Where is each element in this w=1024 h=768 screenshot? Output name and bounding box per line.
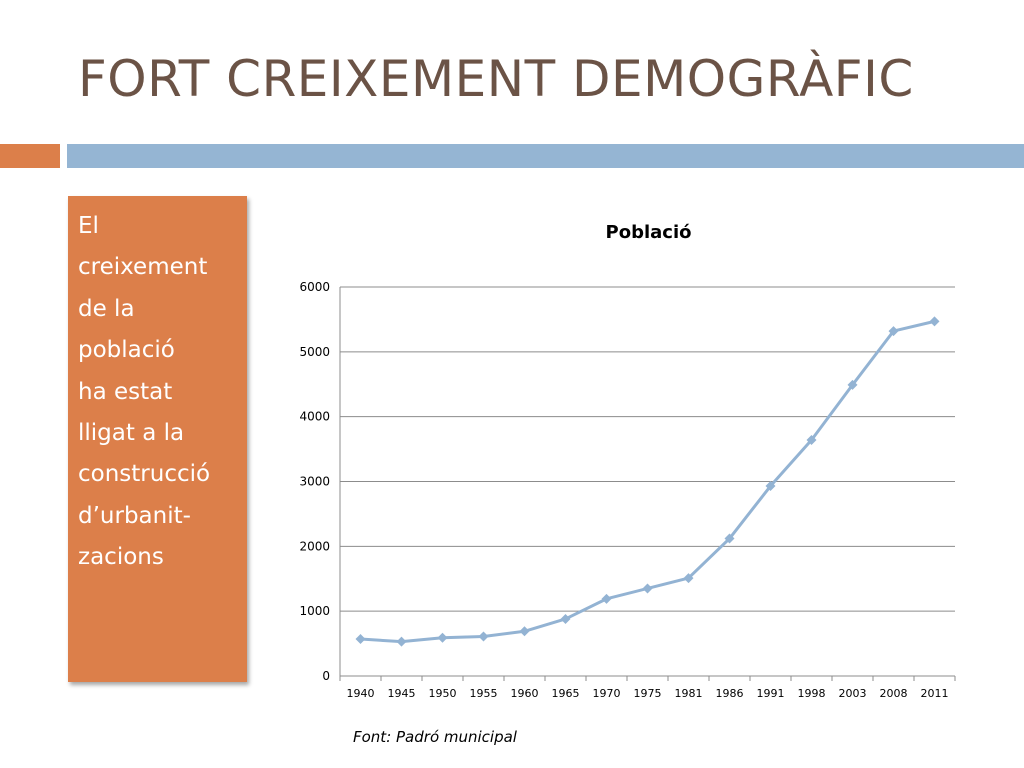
- accent-bar-orange: [0, 144, 60, 168]
- x-tick-label: 2003: [839, 687, 867, 700]
- side-text-line: El: [78, 213, 99, 239]
- x-tick-label: 1955: [470, 687, 498, 700]
- data-point-marker: [560, 613, 571, 624]
- y-tick-label: 4000: [299, 410, 330, 424]
- data-point-marker: [724, 533, 735, 544]
- side-text-line: ha estat: [78, 378, 173, 405]
- slide-title: FORT CREIXEMENT DEMOGRÀFIC: [78, 50, 914, 108]
- x-tick-label: 1940: [347, 687, 375, 700]
- side-text-line: construcció: [78, 461, 211, 488]
- y-tick-label: 3000: [299, 475, 330, 489]
- side-text-line: zacions: [78, 544, 164, 571]
- data-point-marker: [888, 326, 899, 337]
- x-tick-label: 1998: [798, 687, 826, 700]
- x-tick-label: 2011: [921, 687, 949, 700]
- x-tick-label: 1960: [511, 687, 539, 700]
- data-point-marker: [806, 435, 817, 446]
- population-line-chart: Població 0 1000 2000 3000 4000 5000 6000 1940 194…: [299, 222, 956, 700]
- side-text-line: de la: [78, 295, 135, 322]
- y-tick-label: 6000: [299, 280, 330, 294]
- y-tick-label: 2000: [299, 539, 330, 553]
- side-text-line: d’urbanit-: [78, 502, 191, 529]
- x-tick-label: 1970: [593, 687, 621, 700]
- y-tick-label: 5000: [299, 345, 330, 359]
- x-tick-label: 1991: [757, 687, 785, 700]
- side-text-line: creixement: [78, 254, 208, 281]
- x-tick-label: 1975: [634, 687, 662, 700]
- data-point-marker: [929, 316, 940, 327]
- x-tick-label: 1981: [675, 687, 703, 700]
- side-text-line: lligat a la: [78, 420, 185, 447]
- data-point-marker: [519, 626, 530, 637]
- x-tick-label: 2008: [880, 687, 908, 700]
- x-tick-label: 1945: [388, 687, 416, 700]
- x-tick-label: 1950: [429, 687, 457, 700]
- data-point-marker: [396, 636, 407, 647]
- accent-bar-blue: [67, 144, 1024, 168]
- data-point-marker: [847, 379, 858, 390]
- data-point-marker: [478, 631, 489, 642]
- side-text-box: El creixement de la població ha estat ll…: [68, 196, 247, 682]
- side-text-line: població: [78, 337, 175, 364]
- chart-title: Població: [606, 222, 692, 243]
- data-point-marker: [601, 593, 612, 604]
- data-point-marker: [642, 583, 653, 594]
- source-note: Font: Padró municipal: [353, 728, 517, 746]
- y-tick-label: 1000: [299, 604, 330, 618]
- data-point-marker: [683, 573, 694, 584]
- data-point-marker: [765, 481, 776, 492]
- x-tick-label: 1986: [716, 687, 744, 700]
- y-tick-label: 0: [322, 669, 330, 683]
- data-point-marker: [355, 634, 366, 645]
- x-tick-label: 1965: [552, 687, 580, 700]
- data-point-marker: [437, 632, 448, 643]
